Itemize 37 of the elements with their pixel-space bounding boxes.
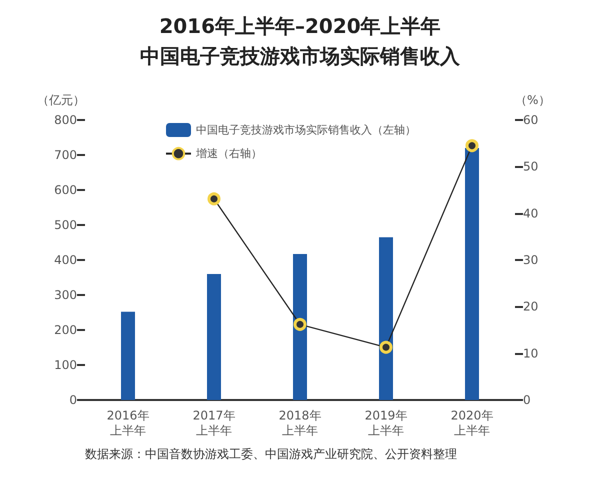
legend-label: 增速（右轴） bbox=[195, 147, 262, 160]
y-axis-title: （亿元） bbox=[37, 93, 85, 107]
y2-tick-label: 20 bbox=[523, 300, 538, 314]
y2-tick-label: 0 bbox=[523, 393, 531, 407]
legend-label: 中国电子竞技游戏市场实际销售收入（左轴） bbox=[196, 124, 416, 136]
y-tick-label: 300 bbox=[54, 288, 77, 302]
y-tick-label: 500 bbox=[54, 218, 77, 232]
x-tick-label: 2020年上半年 bbox=[450, 408, 494, 438]
source-note: 数据来源：中国音数协游戏工委、中国游戏产业研究院、公开资料整理 bbox=[85, 447, 457, 461]
y2-axis-title: （%） bbox=[515, 93, 550, 107]
y-tick-label: 0 bbox=[69, 393, 77, 407]
point bbox=[380, 340, 392, 354]
y2-tick-label: 40 bbox=[523, 206, 538, 220]
x-tick-label: 2016年上半年 bbox=[106, 408, 150, 438]
bar bbox=[207, 274, 221, 400]
y-tick-label: 400 bbox=[54, 253, 77, 267]
y-tick-label: 100 bbox=[54, 358, 77, 372]
y-tick-label: 800 bbox=[54, 113, 77, 127]
y-tick-label: 600 bbox=[54, 183, 77, 197]
x-tick-label: 2018年上半年 bbox=[278, 408, 322, 438]
bar bbox=[465, 148, 479, 400]
bar bbox=[293, 254, 307, 400]
x-tick-label: 2019年上半年 bbox=[364, 408, 408, 438]
bar bbox=[121, 312, 135, 400]
chart-subtitle: 中国电子竞技游戏市场实际销售收入 bbox=[140, 44, 461, 68]
chart-title: 2016年上半年–2020年上半年 bbox=[159, 14, 441, 38]
y2-tick-label: 30 bbox=[523, 253, 538, 267]
y-tick-label: 700 bbox=[54, 148, 77, 162]
point bbox=[466, 139, 478, 152]
x-tick-label: 2017年上半年 bbox=[192, 408, 236, 438]
bar bbox=[379, 237, 393, 400]
y2-tick-label: 50 bbox=[523, 160, 538, 174]
y2-tick-label: 10 bbox=[523, 346, 538, 360]
y2-tick-label: 60 bbox=[523, 113, 538, 127]
point bbox=[294, 318, 306, 331]
y-tick-label: 200 bbox=[54, 323, 77, 337]
point bbox=[208, 192, 220, 206]
